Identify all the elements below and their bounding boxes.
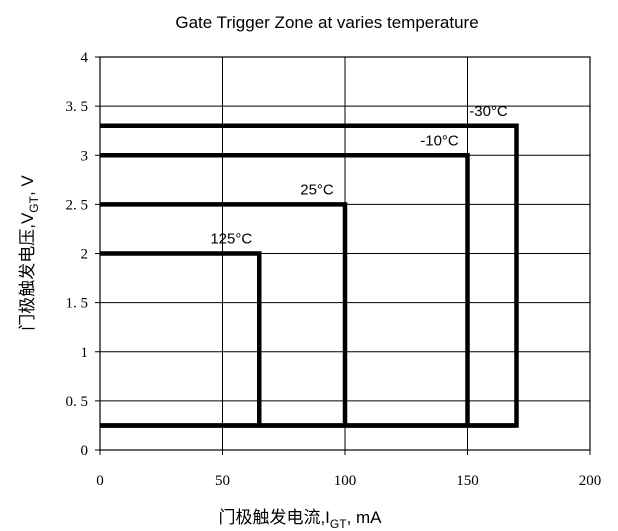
x-axis-label-main: 门极触发电流,I — [218, 508, 329, 527]
y-axis-label-sub: GT — [27, 195, 41, 212]
y-tick-label: 0 — [81, 443, 89, 459]
y-tick-label: 3 — [81, 148, 89, 164]
series-label: -30°C — [469, 103, 508, 120]
chart-title: Gate Trigger Zone at varies temperature — [175, 13, 478, 32]
y-tick-label: 3. 5 — [66, 99, 89, 115]
series-line — [100, 123, 519, 428]
series-line — [100, 251, 262, 426]
y-tick-label: 1. 5 — [66, 296, 89, 312]
y-tick-label: 4 — [81, 50, 89, 66]
series-label: 125°C — [210, 231, 252, 248]
series-label: -10°C — [420, 132, 459, 149]
x-axis-label-unit: , mA — [347, 508, 383, 527]
x-tick-label: 100 — [334, 473, 357, 489]
x-tick-label: 0 — [96, 473, 104, 489]
series-layer: -30°C -10°C 25°C 125°C — [100, 103, 519, 428]
y-tick-label: 0. 5 — [66, 394, 89, 410]
y-axis-label-main: 门极触发电压,V — [18, 212, 37, 331]
series-line — [100, 153, 470, 426]
series-label: 25°C — [300, 181, 334, 198]
y-axis-label: 门极触发电压,VGT, V — [18, 175, 41, 331]
y-tick-label: 2 — [81, 247, 89, 263]
x-axis-label: 门极触发电流,IGT, mA — [218, 508, 382, 531]
y-axis-label-unit: , V — [18, 175, 37, 196]
tick-labels: 0 0. 5 1 1. 5 2 2. 5 3 3. 5 4 0 50 100 150 200 — [66, 50, 602, 489]
series-line — [100, 202, 348, 426]
x-axis-label-sub: GT — [330, 517, 347, 531]
x-tick-label: 50 — [215, 473, 230, 489]
x-tick-label: 200 — [579, 473, 602, 489]
y-tick-label: 2. 5 — [66, 197, 89, 213]
y-tick-label: 1 — [81, 345, 89, 361]
x-tick-label: 150 — [456, 473, 479, 489]
